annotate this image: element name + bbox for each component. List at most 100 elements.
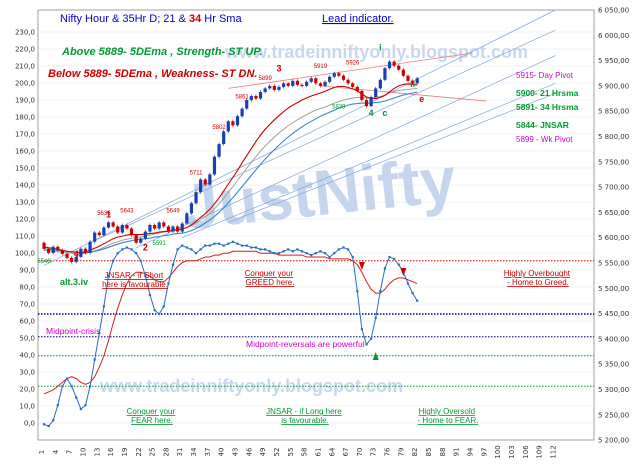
y-right-tick-label: 5 750,00 <box>598 158 629 166</box>
candle-body <box>300 84 304 87</box>
candle-body <box>120 225 124 233</box>
candle-body <box>305 81 309 86</box>
annotation-midpoint-reversals-text: Midpoint-reversals are powerful <box>246 339 365 349</box>
candle-body <box>346 79 350 84</box>
candle-body <box>42 242 46 249</box>
wave-label: 5548 <box>37 259 51 265</box>
oscillator-point <box>79 407 82 411</box>
x-tick-label: 52 <box>273 448 281 457</box>
candle-body <box>217 144 221 157</box>
candle-body <box>111 222 115 227</box>
candle-body <box>258 91 263 99</box>
oscillator-point <box>167 282 170 285</box>
oscillator-point <box>236 242 239 245</box>
wave-label: 1 <box>106 209 111 219</box>
oscillator-point <box>88 385 92 388</box>
wave-label: 5711 <box>190 170 204 176</box>
oscillator-point <box>75 396 78 399</box>
wave-label: 5591 <box>152 241 166 247</box>
annotation-greed-text: Conquer your <box>245 269 294 278</box>
oscillator-point <box>393 257 396 260</box>
x-tick-label: 58 <box>301 448 309 457</box>
y-left-tick-label: 40,0 <box>19 352 35 360</box>
oscillator-point <box>130 248 133 251</box>
oscillator-point <box>98 331 101 335</box>
y-left-tick-label: 220,0 <box>15 46 35 54</box>
oscillator-point <box>42 423 46 426</box>
sma-34-line <box>43 91 418 254</box>
oscillator-point <box>296 248 299 251</box>
wave-label: i <box>379 42 382 52</box>
candle-body <box>152 225 157 229</box>
note-below: Below 5889- 5DEma , Weakness- ST DN. <box>48 68 258 80</box>
candle-body <box>222 131 226 145</box>
oscillator-point <box>208 244 211 247</box>
oscillator-point <box>370 337 373 340</box>
annotation-line: here is favourable. <box>102 280 168 289</box>
oscillator-point <box>47 425 50 428</box>
x-tick-label: 43 <box>232 448 240 457</box>
x-tick-label: 76 <box>384 447 392 456</box>
x-tick-label: 67 <box>342 448 350 457</box>
oscillator-point <box>84 404 87 407</box>
down-arrow-marker <box>400 268 407 276</box>
wave-label: 5926 <box>346 61 360 67</box>
wave-label: 4 <box>369 108 374 118</box>
candle-body <box>106 222 111 228</box>
oscillator-point <box>323 252 327 255</box>
y-left-tick-label: 60,0 <box>19 318 35 326</box>
wave-label: 5919 <box>314 64 328 70</box>
y-left-tick-label: 10,0 <box>19 403 35 411</box>
support-line <box>320 85 487 102</box>
candle-body <box>341 75 346 80</box>
oscillator-point <box>351 255 354 259</box>
oscillator-point <box>171 263 175 266</box>
wave-label: 3 <box>276 64 281 74</box>
watermark-blog-top: www.tradeinniftyonly.blogspot.com <box>224 42 528 62</box>
oscillator-point <box>190 248 193 251</box>
annotation-fear-text: Conquer your <box>127 407 176 416</box>
oscillator-point <box>112 259 115 262</box>
x-tick-label: 40 <box>218 448 226 457</box>
x-tick-label: 64 <box>328 447 336 456</box>
oscillator-point <box>416 299 419 302</box>
x-tick-label: 79 <box>397 448 405 457</box>
resistance-line <box>228 52 473 89</box>
x-tick-label: 103 <box>508 445 516 458</box>
candle-body <box>134 235 138 243</box>
oscillator-point <box>356 290 359 293</box>
candle-body <box>176 226 180 232</box>
candle-body <box>47 248 51 253</box>
annotation-line: GREED here. <box>246 278 295 287</box>
y-right-tick-label: 6 000,00 <box>598 32 629 40</box>
x-tick-label: 70 <box>356 448 364 457</box>
candle-body <box>65 253 69 258</box>
oscillator-point <box>406 282 410 285</box>
annotation-midpoint-crisis-text: Midpoint-crisis <box>46 326 100 336</box>
candle-body <box>263 88 267 92</box>
oscillator-point <box>65 377 69 380</box>
y-left-tick-label: 130,0 <box>15 199 35 207</box>
candle-body <box>171 226 175 232</box>
oscillator-annotations: JNSAR - if Short here is favourable. Con… <box>46 269 571 425</box>
candle-body <box>295 80 299 85</box>
lead-indicator-label: Lead indicator. <box>322 13 394 25</box>
candle-body <box>56 246 60 251</box>
oscillator-point <box>222 244 225 247</box>
legend-day-pivot: 5915- Day Pivot <box>516 71 574 80</box>
wave-label: 5802 <box>212 125 226 131</box>
oscillator-point <box>102 305 105 308</box>
oscillator-point <box>231 240 234 243</box>
y-right-tick-label: 5 550,00 <box>598 260 629 268</box>
y-left-tick-label: 190,0 <box>15 97 35 105</box>
candle-body <box>406 75 410 81</box>
annotation-line: - Home to Greed. <box>507 278 569 287</box>
y-left-tick-label: 70,0 <box>19 301 35 309</box>
candle-body <box>318 83 323 86</box>
oscillator-point <box>379 290 382 293</box>
x-tick-label: 97 <box>480 448 488 457</box>
candle-body <box>97 232 101 236</box>
oscillator-point <box>194 252 198 255</box>
oscillator-point <box>204 244 207 247</box>
up-arrow-marker <box>372 352 379 360</box>
